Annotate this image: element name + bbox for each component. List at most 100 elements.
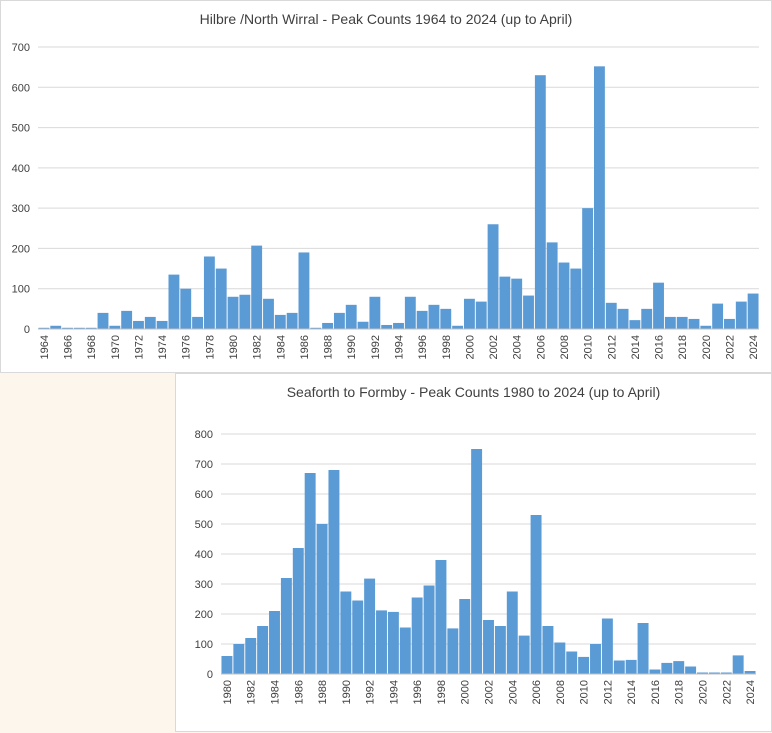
bar: [724, 318, 735, 329]
x-tick-label: 2022: [721, 680, 733, 704]
bar: [404, 296, 416, 329]
bar: [637, 623, 649, 674]
x-tick-label: 2000: [464, 335, 476, 359]
bar: [471, 449, 483, 674]
chart-panel-hilbre: Hilbre /North Wirral - Peak Counts 1964 …: [0, 0, 772, 373]
x-tick-label: 1990: [346, 335, 358, 359]
bar: [144, 316, 156, 329]
bar: [661, 662, 673, 674]
x-tick-label: 1966: [63, 335, 75, 359]
bar: [685, 666, 697, 674]
bar: [257, 626, 269, 674]
bar-chart-hilbre: 0 100 200 300 400 500 600 700 1964 1966 1968 1970 19…: [12, 42, 760, 359]
bar: [352, 600, 364, 674]
bar: [133, 320, 144, 329]
x-tick-label: 1974: [157, 335, 169, 359]
x-tick-label: 1998: [436, 680, 448, 704]
bar: [534, 75, 546, 329]
bar: [523, 295, 534, 329]
bar: [542, 626, 554, 674]
y-tick-label: 700: [12, 42, 30, 54]
x-tick-label: 2020: [701, 335, 713, 359]
bar: [304, 473, 316, 674]
x-tick-label: 1992: [365, 680, 377, 704]
x-tick-label: 2006: [535, 335, 547, 359]
x-tick-label: 1984: [275, 335, 287, 359]
bar: [239, 294, 251, 329]
x-tick-label: 1994: [394, 335, 406, 359]
bar: [310, 327, 322, 329]
bar: [215, 268, 227, 329]
x-tick-label: 1972: [133, 335, 145, 359]
y-tick-label: 300: [12, 203, 30, 215]
bar: [712, 303, 724, 329]
bar: [459, 599, 471, 674]
bar: [274, 314, 286, 329]
x-tick-label: 2006: [531, 680, 543, 704]
bar: [708, 672, 720, 674]
bar: [641, 308, 653, 329]
bar: [316, 524, 328, 674]
bar: [381, 324, 393, 329]
bar: [518, 635, 530, 674]
bar: [487, 224, 499, 329]
x-tick-label: 2004: [507, 680, 519, 704]
y-tick-label: 0: [24, 324, 30, 336]
bar: [558, 262, 570, 329]
bar: [499, 276, 511, 329]
x-tick-label: 2016: [650, 680, 662, 704]
x-tick-label: 1990: [341, 680, 353, 704]
x-tick-label: 2014: [630, 335, 642, 359]
bar: [269, 611, 280, 674]
chart-title: Hilbre /North Wirral - Peak Counts 1964 …: [199, 11, 573, 27]
y-tick-label: 300: [195, 579, 213, 591]
y-tick-label: 0: [207, 669, 213, 681]
bar: [109, 325, 121, 329]
bar: [340, 591, 352, 674]
x-tick-label: 1992: [370, 335, 382, 359]
bar: [593, 66, 605, 329]
y-tick-label: 400: [12, 163, 30, 175]
x-tick-label: 1970: [110, 335, 122, 359]
y-tick-label: 100: [12, 284, 30, 296]
x-tick-label: 1996: [412, 680, 424, 704]
x-tick-label: 2012: [602, 680, 614, 704]
bar: [298, 252, 310, 329]
bar: [245, 638, 257, 674]
bar: [440, 308, 452, 329]
bar: [423, 585, 435, 674]
x-tick-label: 1988: [323, 335, 335, 359]
x-tick-label: 1980: [222, 680, 234, 704]
bar: [566, 651, 578, 674]
bar: [399, 627, 411, 674]
x-tick-label: 2020: [698, 680, 710, 704]
bar: [333, 312, 345, 329]
bar: [322, 322, 334, 329]
bar: [578, 656, 590, 674]
bar: [121, 310, 133, 329]
bar: [50, 325, 62, 329]
bar: [463, 298, 475, 329]
x-tick-label: 1984: [270, 680, 282, 704]
bar: [328, 470, 340, 674]
x-tick-label: 2024: [745, 680, 757, 704]
bar: [483, 620, 494, 674]
bar: [475, 301, 487, 329]
bar: [369, 296, 381, 329]
x-tick-label: 2018: [674, 680, 686, 704]
bar: [393, 322, 404, 329]
bar: [554, 642, 566, 674]
x-tick-label: 2002: [488, 335, 500, 359]
bar: [203, 256, 215, 329]
bar: [411, 597, 423, 674]
bar: [251, 245, 263, 329]
x-tick-label: 1986: [299, 335, 311, 359]
bar: [428, 304, 440, 329]
x-tick-label: 2008: [555, 680, 567, 704]
bar: [676, 316, 688, 329]
y-tick-label: 600: [195, 489, 213, 501]
x-tick-label: 2018: [677, 335, 689, 359]
x-tick-label: 2000: [460, 680, 472, 704]
bar: [416, 310, 428, 329]
bar: [570, 268, 582, 329]
